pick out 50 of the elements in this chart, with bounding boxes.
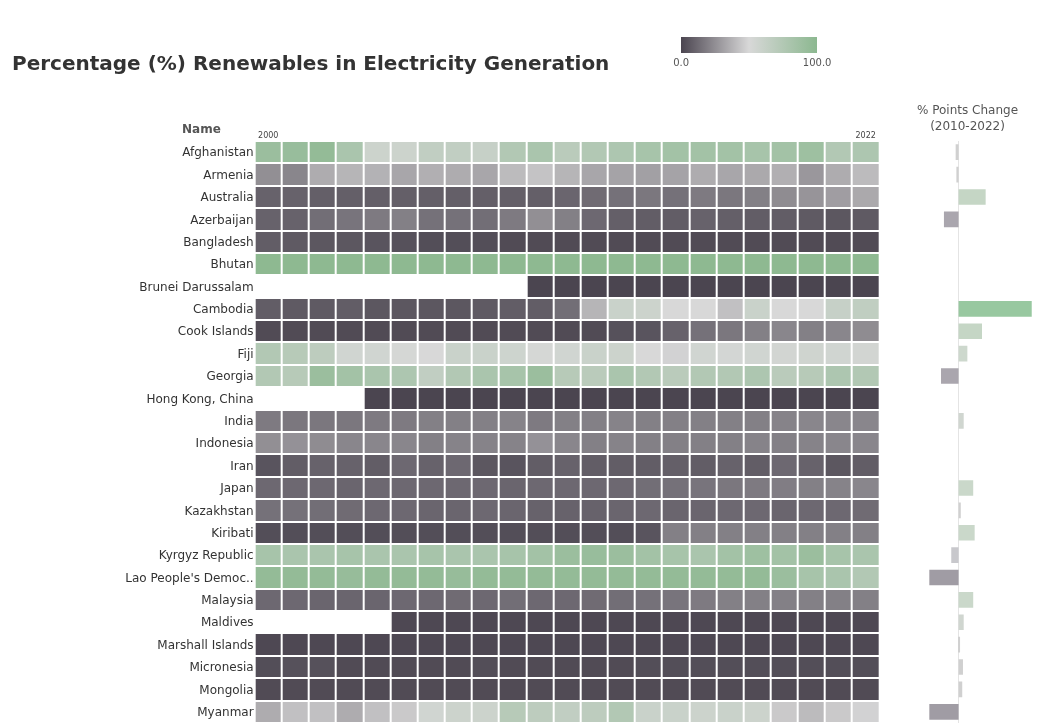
color-bar-label: 0.0 <box>673 56 690 68</box>
y-tick-label: Fiji <box>237 346 254 361</box>
y-tick-label: Lao People's Democ.. <box>125 570 254 585</box>
bar <box>958 412 964 429</box>
y-tick-label: Armenia <box>203 167 254 182</box>
x-tick-label: 2000 <box>258 131 279 141</box>
bar <box>958 301 1032 317</box>
bar <box>958 480 974 496</box>
y-tick-label: Kazakhstan <box>184 503 254 518</box>
y-tick-label: Kyrgyz Republic <box>158 548 254 563</box>
y-tick-label: Marshall Islands <box>157 637 254 652</box>
y-tick-label: Myanmar <box>197 705 254 720</box>
bar <box>958 636 961 653</box>
y-tick-label: Afghanistan <box>182 145 254 160</box>
y-tick-label: Kiribati <box>211 525 254 540</box>
chart-title: Percentage (%) Renewables in Electricity Generation <box>12 51 610 75</box>
y-tick-label: Maldives <box>200 615 254 630</box>
y-tick-label: Bangladesh <box>183 234 254 249</box>
bar <box>941 368 959 384</box>
y-tick-label: Bhutan <box>210 257 254 272</box>
x-tick-label: 2022 <box>855 131 876 141</box>
y-tick-label: Cambodia <box>192 302 254 317</box>
chart-title: % Points Change (2010-2022) <box>917 103 1019 133</box>
y-tick-label: Iran <box>230 458 254 473</box>
y-tick-label: India <box>224 414 254 429</box>
y-tick-label: Australia <box>200 190 254 205</box>
y-tick-label: Azerbaijan <box>190 212 254 227</box>
bar <box>951 547 959 563</box>
y-tick-label: Hong Kong, China <box>146 391 254 406</box>
bar <box>958 659 963 675</box>
bar <box>929 569 959 586</box>
bar <box>956 166 959 183</box>
y-tick-label: Micronesia <box>189 660 254 675</box>
bar <box>929 703 959 720</box>
bar <box>943 211 959 228</box>
bar <box>958 524 975 541</box>
bar <box>955 144 959 161</box>
bar <box>958 323 982 340</box>
y-tick-label: Brunei Darussalam <box>139 279 254 294</box>
bar <box>958 614 964 631</box>
y-tick-label: Cook Islands <box>177 324 254 339</box>
bar <box>958 189 986 205</box>
bar <box>958 592 974 608</box>
y-tick-label: Georgia <box>206 369 254 384</box>
color-bar-label: 100.0 <box>802 56 832 68</box>
y-tick-label: Malaysia <box>201 593 254 608</box>
y-tick-label: Japan <box>219 481 254 496</box>
y-axis-title: Name <box>182 122 221 136</box>
y-tick-label: Indonesia <box>195 436 254 451</box>
y-tick-label: Mongolia <box>199 682 254 697</box>
